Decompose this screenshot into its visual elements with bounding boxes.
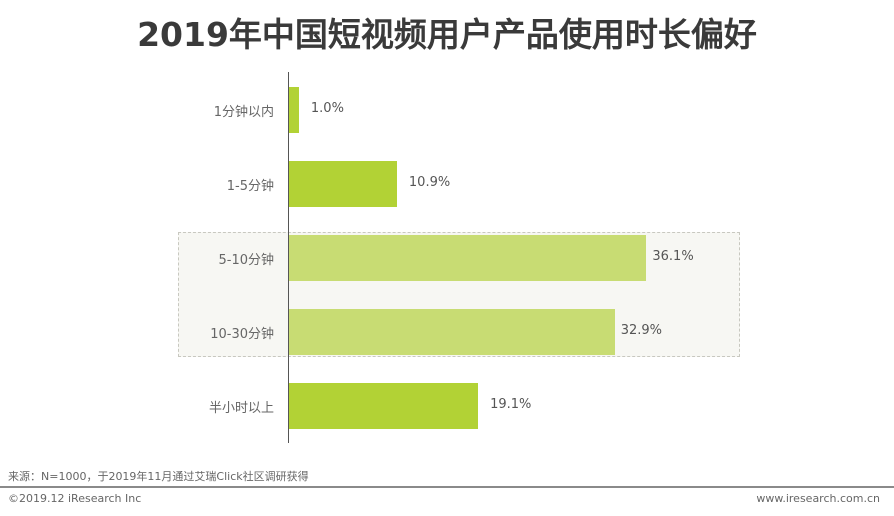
category-label: 1分钟以内 bbox=[213, 105, 274, 120]
category-label: 半小时以上 bbox=[208, 401, 274, 416]
source-note: 来源：N=1000，于2019年11月通过艾瑞Click社区调研获得 bbox=[8, 470, 309, 483]
bar bbox=[289, 161, 397, 207]
bar bbox=[289, 383, 479, 429]
category-label: 5-10分钟 bbox=[218, 253, 274, 268]
bar bbox=[289, 87, 299, 133]
website-url: www.iresearch.com.cn bbox=[756, 492, 880, 505]
chart-title: 2019年中国短视频用户产品使用时长偏好 bbox=[137, 15, 757, 54]
value-label: 32.9% bbox=[620, 323, 663, 338]
y-axis-line bbox=[288, 72, 289, 443]
value-label: 1.0% bbox=[310, 101, 344, 116]
value-label: 10.9% bbox=[408, 175, 451, 190]
category-label: 10-30分钟 bbox=[210, 327, 274, 342]
footer-divider bbox=[0, 486, 894, 488]
bar bbox=[289, 309, 615, 355]
value-label: 19.1% bbox=[490, 397, 532, 412]
category-label: 1-5分钟 bbox=[226, 179, 274, 194]
copyright: ©2019.12 iResearch Inc bbox=[8, 492, 142, 505]
value-label: 36.1% bbox=[652, 249, 694, 264]
bar bbox=[289, 235, 647, 281]
